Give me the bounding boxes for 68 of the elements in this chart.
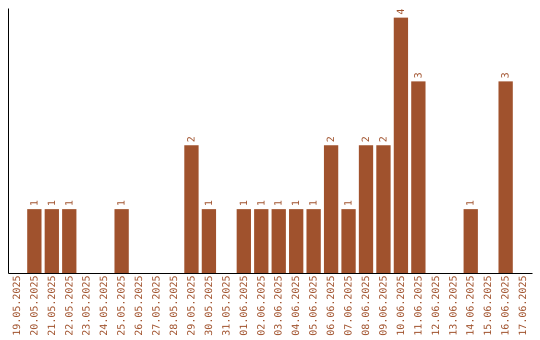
- bar: [272, 209, 286, 273]
- bar: [236, 209, 251, 273]
- data-label: 2: [378, 136, 390, 142]
- x-tick-label: 03.06.2025: [274, 276, 285, 336]
- data-label: 1: [466, 200, 477, 206]
- x-tick-label: 24.05.2025: [99, 276, 110, 336]
- data-label: 1: [256, 200, 268, 206]
- data-label: 1: [64, 200, 76, 206]
- x-tick-label: 25.05.2025: [116, 276, 128, 336]
- bar: [114, 209, 129, 273]
- x-tick-label: 26.05.2025: [134, 276, 146, 336]
- x-tick-label: 23.05.2025: [82, 276, 93, 336]
- x-tick-label: 04.06.2025: [291, 276, 302, 336]
- x-tick-label: 30.05.2025: [204, 276, 215, 336]
- data-label: 1: [344, 200, 355, 206]
- x-tick-label: 08.06.2025: [361, 276, 372, 336]
- data-label: 1: [238, 200, 250, 206]
- x-tick-label: 28.05.2025: [168, 276, 180, 336]
- data-label: 1: [29, 200, 40, 206]
- x-tick-label: 16.06.2025: [500, 276, 512, 336]
- data-label: 1: [116, 200, 128, 206]
- bar: [254, 209, 268, 273]
- data-label: 2: [326, 136, 338, 142]
- data-label: 1: [308, 200, 320, 206]
- data-label: 4: [396, 8, 407, 15]
- x-tick-label: 05.06.2025: [308, 276, 320, 336]
- bar: [202, 209, 216, 273]
- data-label: 3: [500, 72, 512, 78]
- x-tick-label: 07.06.2025: [344, 276, 355, 336]
- x-tick-label: 27.05.2025: [152, 276, 163, 336]
- bar: [376, 145, 391, 273]
- x-tick-label: 22.05.2025: [64, 276, 76, 336]
- bar: [44, 209, 59, 273]
- x-tick-label: 14.06.2025: [466, 276, 477, 336]
- x-tick-label: 15.06.2025: [483, 276, 494, 336]
- x-tick-label: 29.05.2025: [186, 276, 198, 336]
- x-tick-label: 02.06.2025: [256, 276, 268, 336]
- x-tick-label: 10.06.2025: [396, 276, 407, 336]
- x-tick-label: 17.06.2025: [518, 276, 530, 336]
- x-tick-label: 11.06.2025: [413, 276, 424, 336]
- bar: [62, 209, 76, 273]
- bar: [27, 209, 42, 273]
- x-tick-label: 19.05.2025: [12, 276, 23, 336]
- bar: [324, 145, 338, 273]
- bar: [184, 145, 199, 273]
- bar: [289, 209, 304, 273]
- data-label: 2: [361, 136, 372, 142]
- data-label: 1: [274, 200, 285, 206]
- x-tick-label: 21.05.2025: [46, 276, 58, 336]
- data-label: 1: [46, 200, 58, 206]
- x-tick-label: 09.06.2025: [378, 276, 390, 336]
- bar: [411, 81, 426, 273]
- bar: [306, 209, 321, 273]
- x-tick-label: 31.05.2025: [221, 276, 232, 336]
- x-tick-label: 20.05.2025: [29, 276, 40, 336]
- bar: [394, 18, 408, 273]
- data-label: 1: [204, 200, 215, 206]
- bar: [341, 209, 356, 273]
- x-tick-label: 13.06.2025: [448, 276, 460, 336]
- x-tick-label: 01.06.2025: [238, 276, 250, 336]
- bar: [358, 145, 374, 273]
- bar: [498, 81, 513, 273]
- bar: [464, 209, 478, 273]
- x-tick-label: 12.06.2025: [430, 276, 442, 336]
- x-tick-label: 06.06.2025: [326, 276, 338, 336]
- data-label: 3: [413, 72, 424, 78]
- data-label: 2: [186, 136, 198, 142]
- data-label: 1: [291, 200, 302, 206]
